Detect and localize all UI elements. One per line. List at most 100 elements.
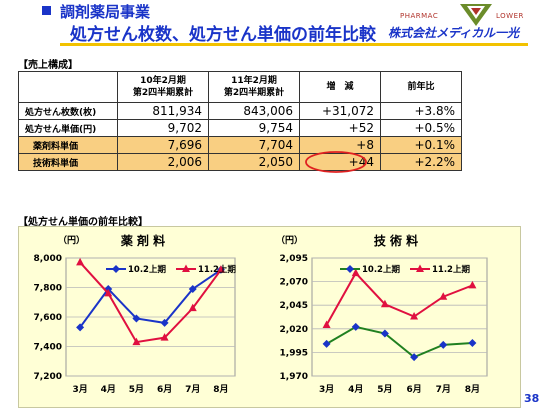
y-tick-label: 2,070 [280,278,308,288]
table-cell: +0.1% [380,136,462,154]
sales-table-label: 【売上構成】 [18,60,78,71]
data-point [76,323,85,332]
table-cell-highlighted: +44 [299,151,381,173]
legend-label: 11.2上期 [198,264,236,275]
series-line [326,325,473,359]
data-point [380,299,389,308]
table-cell: 2,006 [117,153,209,171]
chart-title: 技 術 料 [374,233,418,248]
table-cell: +52 [299,119,381,137]
data-point [380,329,389,338]
table-cell: +2.2% [380,153,462,171]
table-cell: 811,934 [117,102,209,120]
data-point [188,303,197,312]
y-tick-label: 2,020 [280,325,308,335]
logo-text-right: LOWER [496,12,524,20]
table-cell: 9,702 [117,119,209,137]
series-line [79,268,222,328]
legend-marker [182,264,190,272]
legend-marker [416,264,424,272]
y-tick-label: 2,045 [280,301,308,311]
table-cell: 7,696 [117,136,209,154]
y-tick-label: 7,600 [34,313,62,323]
col-header: 11年2月期 第2四半期累計 [208,71,300,103]
table-cell: 843,006 [208,102,300,120]
x-tick-label: 7月 [185,384,200,395]
table-corner [18,71,118,103]
section-title: 調剤薬局事業 [60,3,151,21]
x-tick-label: 6月 [406,384,421,395]
y-tick-label: 8,000 [34,254,62,264]
data-point [351,322,360,331]
row-label: 技術料単価 [18,153,118,171]
table-cell: 9,754 [208,119,300,137]
y-tick-label: 1,970 [280,372,308,382]
chart-drug-cost: （円） 薬 剤 料 8,000 7,800 7,600 7,400 7,200 3月 4月 5… [34,233,237,395]
series-line [325,271,473,326]
x-tick-label: 3月 [319,384,334,395]
logo-text-left: PHARMAC [400,12,439,20]
table-row: 処方せん単価(円) 9,702 9,754 +52 +0.5% [18,119,462,137]
x-tick-label: 8月 [465,384,480,395]
data-point [104,288,113,297]
row-label: 薬剤料単価 [18,136,118,154]
table-cell: 7,704 [208,136,300,154]
legend-marker [112,265,120,273]
logo-icon [460,4,492,26]
data-point [132,337,141,346]
data-point [132,314,141,323]
data-point [76,257,85,266]
table-cell: +31,072 [299,102,381,120]
chart-unit: （円） [58,235,85,246]
data-point [468,280,477,289]
table-cell: +0.5% [380,119,462,137]
title-underline [60,43,528,46]
chart-unit: （円） [276,235,303,246]
y-tick-label: 7,800 [34,284,62,294]
data-point [439,292,448,300]
data-point [439,340,448,349]
x-tick-label: 5月 [129,384,144,395]
page-number: 38 [524,392,540,405]
data-point [410,312,419,320]
highlight-circle [305,151,367,173]
page-title: 処方せん枚数、処方せん単価の前年比較 [70,25,376,45]
chart-title: 薬 剤 料 [121,233,165,248]
row-label: 処方せん単価(円) [18,119,118,137]
data-point [468,338,477,347]
plot-area [311,257,488,377]
y-tick-label: 7,400 [34,343,62,353]
title-bullet [42,6,51,15]
y-tick-label: 2,095 [280,254,308,264]
x-tick-label: 3月 [72,384,87,395]
x-tick-label: 5月 [377,384,392,395]
legend-marker [346,265,354,273]
data-point [160,318,169,327]
data-point [322,339,331,348]
data-point [188,284,197,293]
table-row: 薬剤料単価 7,696 7,704 +8 +0.1% [18,136,462,154]
col-header: 増 減 [299,71,381,103]
data-point [160,333,169,341]
col-header: 10年2月期 第2四半期累計 [117,71,209,103]
y-tick-label: 1,995 [280,348,308,358]
company-name: 株式会社メディカル一光 [388,26,520,40]
table-cell: +3.8% [380,102,462,120]
legend-label: 11.2上期 [432,264,470,275]
table-header-row: 10年2月期 第2四半期累計 11年2月期 第2四半期累計 増 減 前年比 [18,71,462,103]
x-tick-label: 4月 [101,384,116,395]
table-row: 技術料単価 2,006 2,050 +44 +2.2% [18,151,462,173]
sales-table: 10年2月期 第2四半期累計 11年2月期 第2四半期累計 増 減 前年比 処方せん… [18,71,462,173]
chart-section-label: 【処方せん単価の前年比較】 [18,217,148,228]
x-tick-label: 6月 [157,384,172,395]
series-line [79,261,222,344]
chart-tech-fee: （円） 技 術 料 2,095 2,070 2,045 2,020 1,995 1,970… [276,233,488,395]
data-point [216,265,225,273]
x-tick-label: 8月 [213,384,228,395]
legend-label: 10.2上期 [362,264,400,275]
table-row: 処方せん枚数(枚) 811,934 843,006 +31,072 +3.8% [18,102,462,120]
row-label: 処方せん枚数(枚) [18,102,118,120]
x-tick-label: 4月 [348,384,363,395]
data-point [322,320,331,329]
legend-label: 10.2上期 [128,264,166,275]
